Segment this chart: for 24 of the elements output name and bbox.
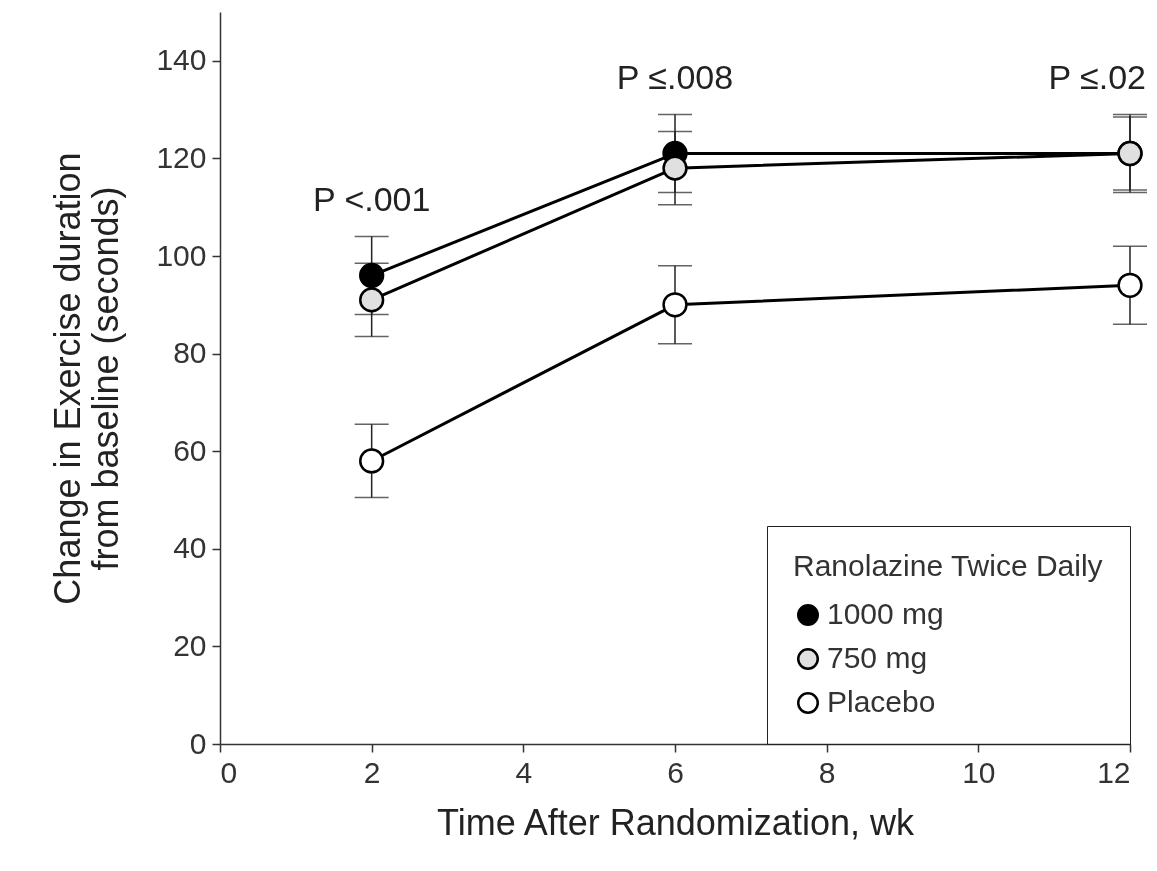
x-tick-label: 12 — [1097, 755, 1131, 789]
x-tick-label: 0 — [220, 755, 238, 789]
y-tick-label: 100 — [156, 238, 207, 272]
x-tick-label: 8 — [818, 755, 836, 789]
y-tick-label: 20 — [173, 628, 207, 662]
annotation: P ≤.008 — [616, 58, 734, 97]
legend-title: Ranolazine Twice Daily — [793, 549, 1103, 582]
y-axis-title: Change in Exercise duration from baseline (seconds) — [47, 152, 127, 605]
legend-label: 1000 mg — [827, 597, 944, 630]
y-tick-label: 0 — [189, 726, 207, 760]
y-tick-label: 40 — [173, 531, 207, 565]
y-tick-label: 60 — [173, 433, 207, 467]
y-tick-label: 120 — [156, 140, 207, 174]
y-tick-label: 80 — [173, 336, 207, 370]
x-tick-label: 2 — [363, 755, 381, 789]
annotation: P ≤.02 — [1048, 58, 1146, 97]
annotation: P <.001 — [312, 180, 431, 219]
legend-label: Placebo — [827, 685, 936, 718]
x-tick-label: 4 — [515, 755, 533, 789]
legend-label: 750 mg — [827, 641, 928, 674]
y-tick-label: 140 — [156, 43, 207, 77]
x-tick-label: 10 — [962, 755, 996, 789]
x-axis-title: Time After Randomization, wk — [437, 801, 915, 843]
x-tick-label: 6 — [667, 755, 684, 789]
